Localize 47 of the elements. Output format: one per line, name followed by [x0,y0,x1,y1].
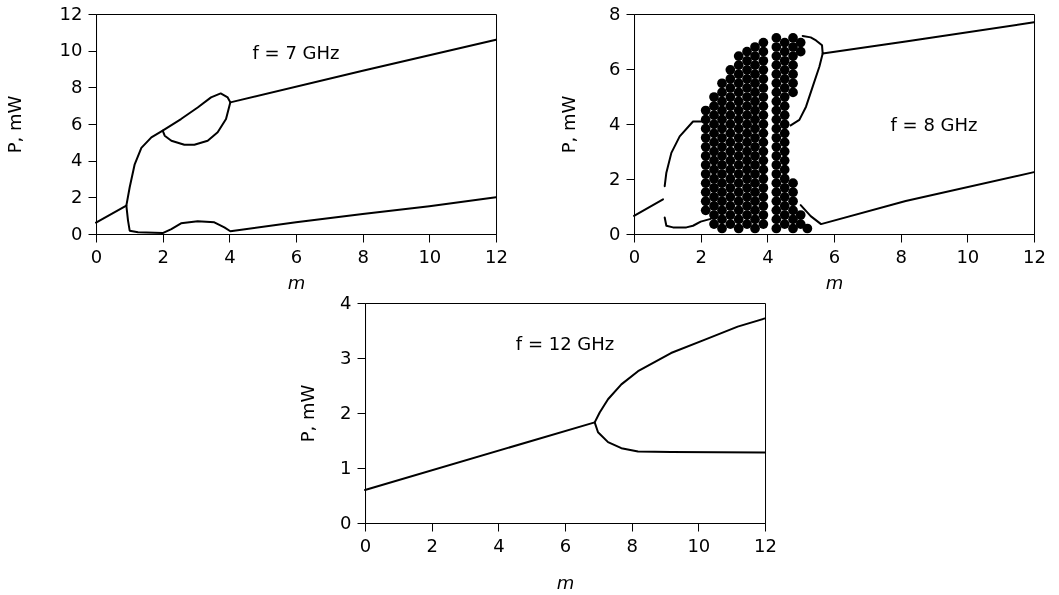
annotation: f = 7 GHz [252,41,340,63]
x-tick-label: 4 [762,245,774,267]
y-tick-label: 2 [609,167,621,189]
x-tick-label: 10 [956,245,980,267]
y-axis-title: P, mW [3,95,25,154]
y-tick-label: 12 [59,2,83,24]
x-tick-label: 8 [357,245,369,267]
x-tick-label: 6 [559,534,572,556]
y-tick-label: 0 [71,222,83,244]
y-tick-label: 8 [71,75,83,97]
x-tick-label: 0 [359,534,372,556]
x-tick-label: 10 [687,534,711,556]
y-axis-title: P, mW [558,95,580,154]
y-tick-label: 4 [71,149,83,171]
y-tick-label: 10 [59,39,83,61]
x-axis-title: m [556,571,575,593]
y-tick-label: 2 [340,401,352,423]
x-tick-label: 12 [754,534,777,556]
annotation: f = 12 GHz [515,332,615,354]
x-tick-label: 4 [224,245,236,267]
x-tick-label: 6 [290,245,303,267]
x-axis-title: m [825,271,844,293]
y-tick-label: 0 [340,511,352,533]
x-tick-label: 8 [895,245,907,267]
x-tick-label: 6 [828,245,841,267]
y-tick-label: 2 [71,185,83,207]
x-tick-label: 12 [1023,245,1046,267]
x-tick-label: 2 [695,245,707,267]
y-tick-label: 4 [609,112,621,134]
y-tick-label: 4 [340,291,352,313]
x-tick-label: 4 [493,534,505,556]
x-tick-label: 0 [90,245,103,267]
y-tick-label: 3 [340,346,352,368]
y-tick-label: 6 [71,112,83,134]
x-tick-label: 0 [628,245,641,267]
y-axis-title: P, mW [297,384,319,443]
y-tick-label: 1 [340,456,352,478]
x-axis-title: m [287,271,306,293]
x-tick-label: 8 [626,534,638,556]
y-tick-label: 8 [609,2,621,24]
y-tick-label: 0 [609,222,621,244]
annotation: f = 8 GHz [890,114,978,136]
x-tick-label: 2 [157,245,169,267]
y-tick-label: 6 [609,57,621,79]
x-tick-label: 2 [426,534,438,556]
x-tick-label: 10 [418,245,442,267]
x-tick-label: 12 [485,245,508,267]
